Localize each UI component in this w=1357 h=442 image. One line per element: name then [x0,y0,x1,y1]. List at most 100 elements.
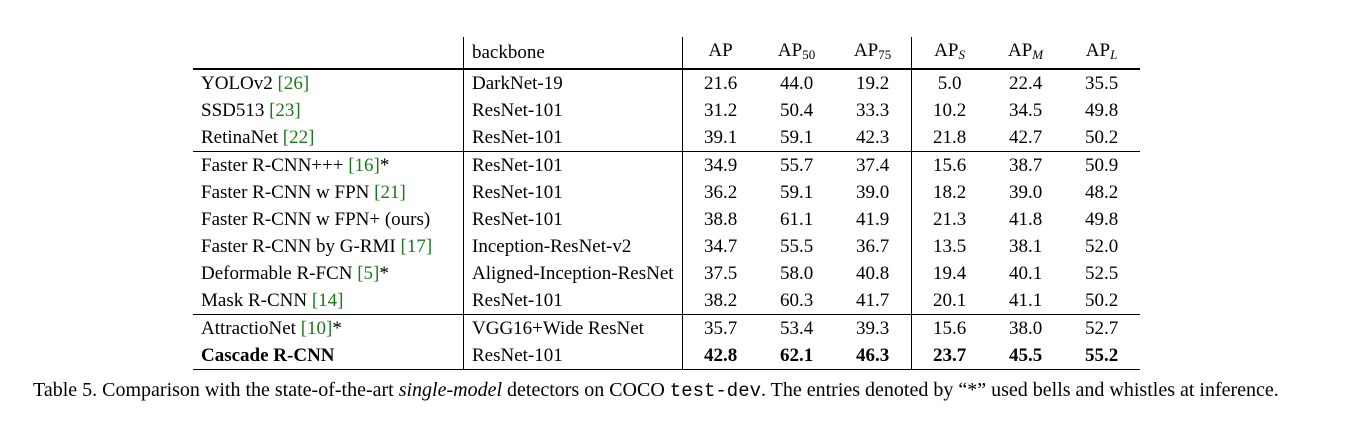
citation-link[interactable]: [14] [311,290,344,311]
aps-cell: 5.0 [910,69,988,97]
ap-cell: 35.7 [681,314,759,342]
apm-cell: 41.8 [1008,209,1043,230]
ap50-cell: 55.7 [758,151,835,179]
method-name: Faster R-CNN+++ [201,155,349,176]
apm-cell: 39.0 [1008,182,1043,203]
bells-whistles-marker: * [379,155,390,176]
ap50-cell: 58.0 [779,263,814,284]
ap-cell: 34.9 [681,151,759,179]
method-name: SSD513 [201,100,270,121]
ap75-cell: 46.3 [834,342,912,370]
ap50-cell: 53.4 [758,314,835,342]
backbone-cell: ResNet-101 [463,151,683,179]
apm-cell: 40.1 [1008,263,1043,284]
aps-cell: 15.6 [910,151,988,179]
table-body: YOLOv2 [26] DarkNet-19 21.6 44.0 19.2 5.0 22.4… [193,69,1140,370]
ap-cell: 31.2 [681,97,759,124]
ap-cell: 34.7 [681,233,759,260]
aps-cell: 10.2 [910,97,988,124]
table-row: SSD513 [23] ResNet-101 31.2 50.4 33.3 10.2 34.… [193,97,1140,124]
citation-link[interactable]: [10] [300,318,333,339]
backbone-cell: VGG16+Wide ResNet [463,314,683,342]
ap75-cell: 39.0 [855,182,890,203]
apm-cell: 45.5 [987,342,1064,370]
ap75-cell: 41.7 [855,290,890,311]
backbone-cell: ResNet-101 [463,206,683,233]
apl-cell: 52.5 [1084,263,1119,284]
aps-cell: 21.3 [910,206,988,233]
table-caption: Table 5. Comparison with the state-of-th… [33,377,1333,405]
aps-cell: 15.6 [910,314,988,342]
bells-whistles-marker: * [332,318,342,339]
method-name: YOLOv2 [201,73,278,94]
backbone-cell: Inception-ResNet-v2 [463,233,683,260]
method-name-cell: Cascade R-CNN [193,342,464,370]
apm-cell: 38.7 [987,151,1064,179]
method-name: Deformable R-FCN [201,263,358,284]
citation-link[interactable]: [21] [374,182,406,203]
ap-cell: 36.2 [681,179,759,206]
ap75-cell: 41.9 [855,209,890,230]
method-name: Mask R-CNN [201,290,312,311]
method-name: RetinaNet [201,127,283,148]
apl-cell: 50.9 [1063,151,1140,179]
apl-cell: 48.2 [1084,182,1119,203]
method-name-cell: Faster R-CNN w FPN+ (ours) [193,206,464,233]
apl-cell: 50.2 [1084,290,1119,311]
apm-cell: 34.5 [1008,100,1043,121]
apl-cell: 50.2 [1084,127,1119,148]
header-row: backbone AP AP50 AP75 APS APM APL [193,37,1140,69]
table-row: Faster R-CNN w FPN [21] ResNet-101 36.2 59.… [193,179,1140,206]
backbone-cell: DarkNet-19 [463,69,683,97]
bells-whistles-marker: * [379,263,389,284]
method-name-cell: SSD513 [23] [193,97,464,124]
citation-link[interactable]: [17] [400,236,433,257]
method-name: Faster R-CNN w FPN+ (ours) [201,209,431,230]
header-apl: APL [1085,40,1118,62]
apm-cell: 38.0 [987,314,1064,342]
table-row: Mask R-CNN [14] ResNet-101 38.2 60.3 41.7 20.… [193,287,1140,315]
ap50-cell: 50.4 [779,100,814,121]
caption-lead: Table 5. Comparison with the state-of-th… [33,379,399,401]
ap75-cell: 42.3 [855,127,890,148]
ap50-cell: 62.1 [758,342,835,370]
ap50-cell: 61.1 [779,209,814,230]
results-table: backbone AP AP50 AP75 APS APM APL YOLOv2… [193,37,1140,370]
method-name-cell: AttractioNet [10]* [193,314,464,342]
citation-link[interactable]: [22] [282,127,315,148]
ap-cell: 37.5 [681,260,759,287]
ap75-cell: 37.4 [834,151,912,179]
apl-cell: 35.5 [1084,73,1119,94]
apm-cell: 41.1 [1008,290,1043,311]
header-method [193,37,464,69]
aps-cell: 23.7 [910,342,988,370]
ap-cell: 38.2 [681,287,759,315]
table-row: Faster R-CNN by G-RMI [17] Inception-ResN… [193,233,1140,260]
ap50-cell: 59.1 [779,127,814,148]
citation-link[interactable]: [16] [348,155,380,176]
backbone-cell: ResNet-101 [463,342,683,370]
citation-link[interactable]: [5] [357,263,380,284]
citation-link[interactable]: [23] [269,100,301,121]
method-name-cell: Faster R-CNN+++ [16]* [193,151,464,179]
header-backbone: backbone [463,37,683,69]
method-name-cell: Faster R-CNN w FPN [21] [193,179,464,206]
backbone-cell: ResNet-101 [463,124,683,152]
method-name-cell: Deformable R-FCN [5]* [193,260,464,287]
method-name: Cascade R-CNN [201,345,335,366]
method-name: AttractioNet [201,318,301,339]
header-ap75: AP75 [853,40,892,62]
caption-code: test-dev [669,380,762,402]
method-name-cell: Faster R-CNN by G-RMI [17] [193,233,464,260]
apm-cell: 38.1 [1008,236,1043,257]
ap50-cell: 55.5 [779,236,814,257]
table-row: Faster R-CNN w FPN+ (ours) ResNet-101 38.8… [193,206,1140,233]
aps-cell: 19.4 [910,260,988,287]
method-name-cell: RetinaNet [22] [193,124,464,152]
table-row: RetinaNet [22] ResNet-101 39.1 59.1 42.3 21.8… [193,124,1140,152]
citation-link[interactable]: [26] [277,73,310,94]
apl-cell: 55.2 [1063,342,1140,370]
ap75-cell: 36.7 [855,236,890,257]
aps-cell: 18.2 [910,179,988,206]
ap-cell: 38.8 [681,206,759,233]
